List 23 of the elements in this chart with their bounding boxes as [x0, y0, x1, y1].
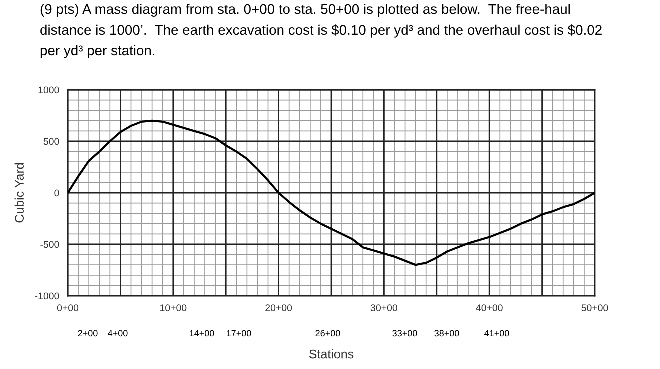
text: 14+00 — [190, 330, 214, 337]
y-tick-label: 500 — [44, 138, 60, 146]
x-tick-label: 30+00 — [370, 304, 398, 312]
y-tick-label: 0 — [54, 190, 60, 197]
text: 17+00 — [227, 330, 252, 337]
x-tick-label: 40+00 — [476, 304, 503, 312]
y-tick-label: 1000 — [38, 86, 60, 94]
text: 38+00 — [434, 330, 460, 337]
text: 4+00 — [108, 330, 128, 337]
x-tick-label: 10+00 — [160, 304, 187, 312]
text: 26+00 — [316, 330, 340, 337]
line-series — [68, 120, 595, 266]
text: 33+00 — [392, 330, 418, 337]
y-tick-label: -500 — [40, 241, 60, 248]
y-tick-label: -1000 — [35, 292, 60, 300]
x-tick-label: 0+00 — [57, 304, 79, 312]
chart-title: (9 pts) A mass diagram from sta. 0+00 to sta. 50+00 is plotted as below. The free-haul distance is 1000’. The earth excavation cost is $0.10 per yd³ and the overhaul cost is $0.02 per yd³ per station. — [40, 4, 602, 58]
x-tick-label: 20+00 — [266, 304, 292, 312]
text: 41+00 — [484, 330, 510, 337]
text: 2+00 — [78, 330, 98, 337]
x-axis-title: Stations — [309, 350, 354, 359]
x-tick-label: 50+00 — [582, 304, 608, 312]
y-axis-title: Cubic Yard — [14, 163, 24, 223]
